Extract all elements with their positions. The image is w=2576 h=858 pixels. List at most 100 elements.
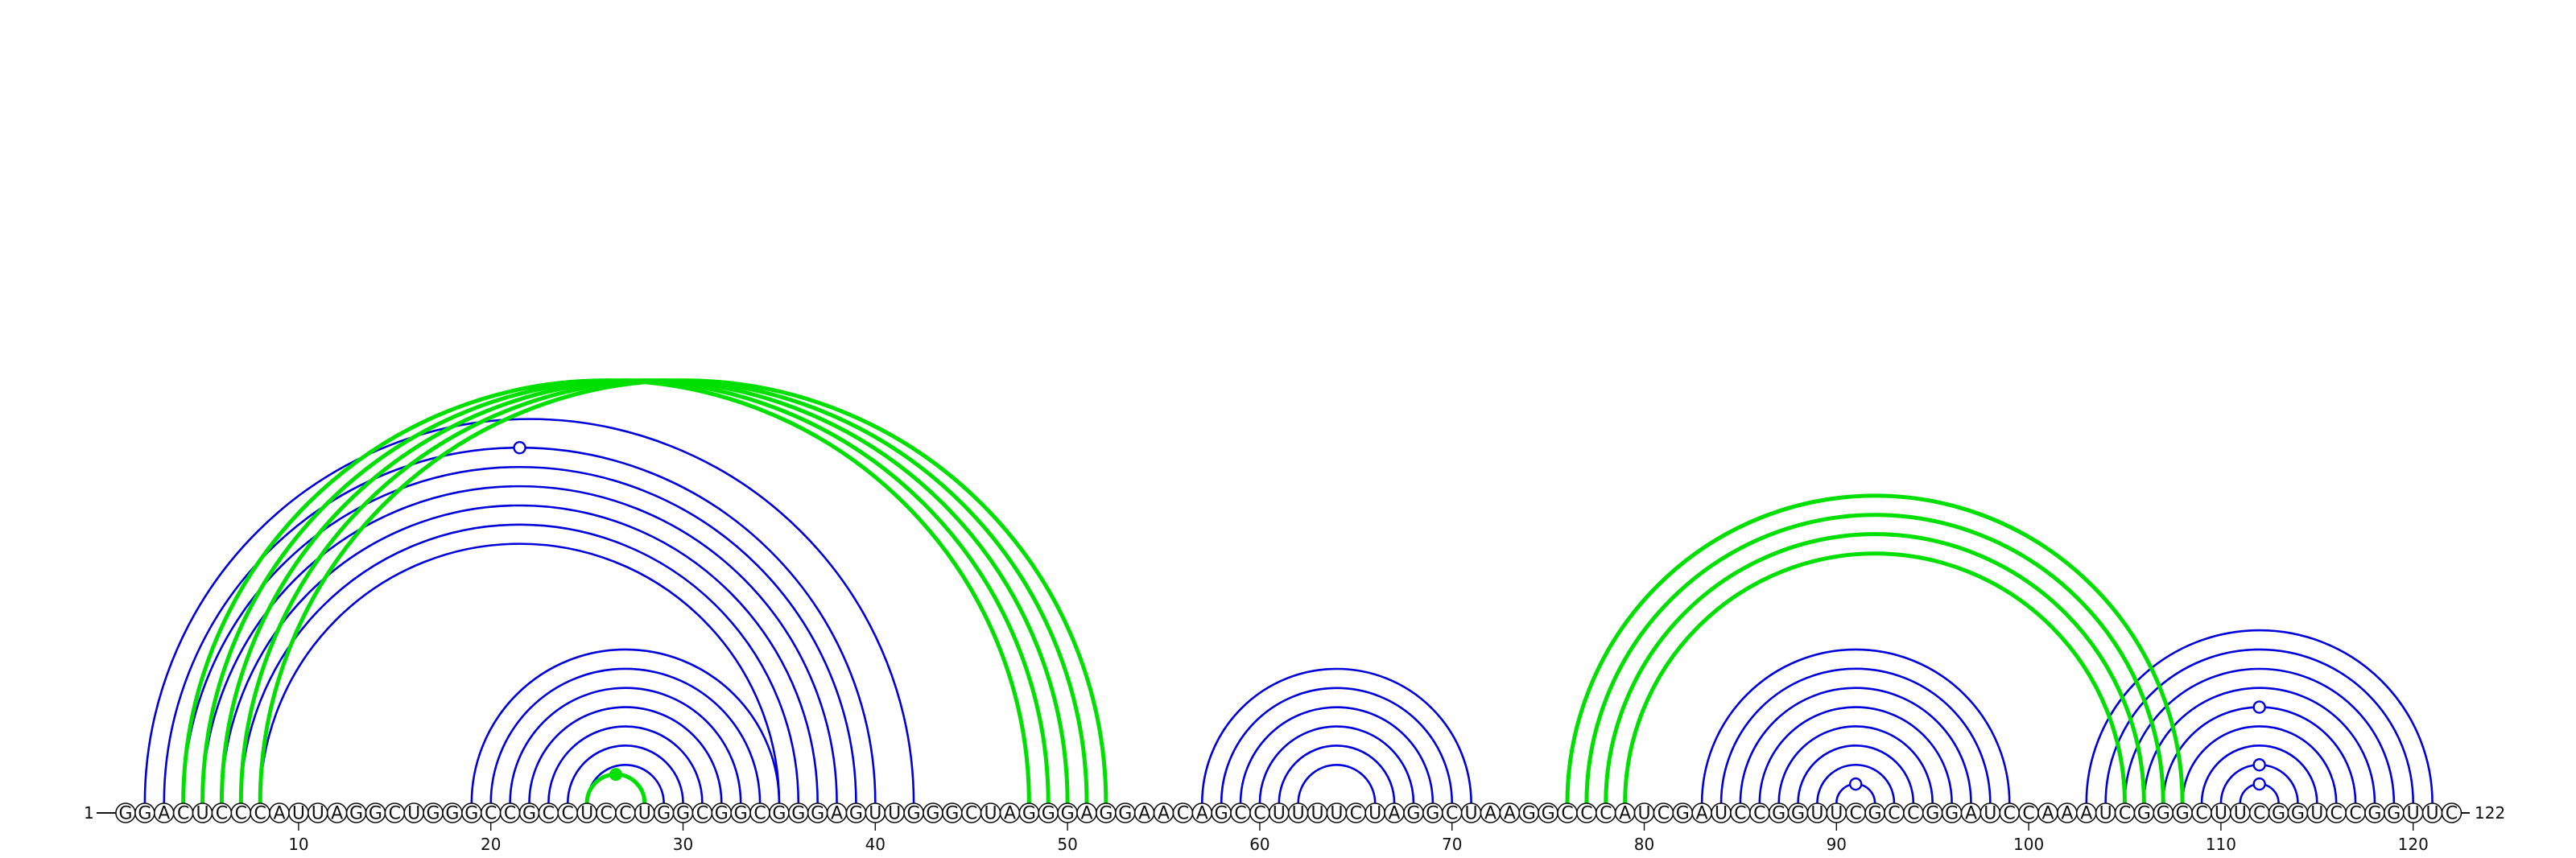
nucleotide-letter-48: G [1022, 804, 1036, 824]
tick-label-90: 90 [1827, 835, 1847, 854]
blue-marker-0 [513, 441, 526, 455]
tick-label-80: 80 [1634, 835, 1654, 854]
pair-arc-61-67 [1278, 745, 1396, 804]
nucleotide-letter-21: C [504, 804, 516, 824]
nucleotide-letter-113: G [2272, 804, 2285, 824]
nucleotide-letter-81: C [1657, 804, 1670, 824]
nucleotide-letter-82: G [1676, 804, 1690, 824]
nucleotide-letter-22: G [522, 804, 536, 824]
nucleotide-letter-26: C [600, 804, 612, 824]
nucleotide-letter-51: A [1080, 804, 1092, 824]
pair-arc-104-120 [2104, 648, 2415, 804]
nucleotide-letter-86: C [1753, 804, 1765, 824]
nucleotide-letter-79: A [1619, 804, 1631, 824]
nucleotide-letter-105: C [2119, 804, 2131, 824]
nucleotide-letter-80: U [1637, 804, 1650, 824]
pair-arc-62-66 [1297, 764, 1377, 804]
nucleotide-letter-44: G [945, 804, 959, 824]
end-label: 122 [2475, 803, 2505, 823]
nucleotide-letter-43: G [926, 804, 939, 824]
nucleotide-letter-56: C [1177, 804, 1189, 824]
pair-arc-5-38 [201, 485, 838, 804]
blue-marker-1 [1848, 777, 1863, 791]
pair-arc-57-71 [1200, 667, 1472, 804]
green-marker [609, 768, 622, 782]
pair-arc-83-99 [1700, 648, 2011, 804]
nucleotide-letter-53: G [1118, 804, 1132, 824]
nucleotide-letter-33: G [734, 804, 748, 824]
tick-label-60: 60 [1249, 835, 1269, 854]
nucleotide-letter-119: G [2387, 804, 2401, 824]
nucleotide-letter-111: U [2234, 804, 2247, 824]
pair-arc-86-96 [1758, 706, 1953, 804]
alt-pair-arc-6-50 [219, 378, 1070, 804]
pair-arc-20-34 [489, 667, 762, 804]
nucleotide-letter-8: C [254, 804, 266, 824]
nucleotide-letter-118: G [2368, 804, 2381, 824]
nucleotide-letter-35: G [772, 804, 786, 824]
start-label: 1 [84, 803, 94, 823]
pair-arc-22-32 [528, 706, 723, 804]
nucleotide-letter-27: C [619, 804, 631, 824]
nucleotide-letter-72: A [1484, 804, 1496, 824]
alt-pair-arc-79-105 [1623, 551, 2128, 804]
nucleotide-letter-94: C [1907, 804, 1919, 824]
nucleotide-letter-57: A [1196, 804, 1208, 824]
nucleotide-letter-117: C [2349, 804, 2361, 824]
nucleotide-letter-11: U [312, 804, 324, 824]
pair-arc-60-68 [1258, 725, 1415, 804]
nucleotide-letter-66: U [1368, 804, 1381, 824]
nucleotide-letter-99: C [2004, 804, 2016, 824]
nucleotide-letter-121: U [2426, 804, 2439, 824]
pair-arc-7-36 [239, 523, 800, 804]
tick-label-20: 20 [481, 835, 501, 854]
pair-arc-25-29 [585, 764, 665, 804]
tick-label-110: 110 [2206, 835, 2236, 854]
nucleotide-letter-12: A [331, 804, 343, 824]
nucleotide-letter-122: C [2446, 804, 2458, 824]
nucleotide-letter-47: A [1004, 804, 1016, 824]
blue-marker-4 [2252, 777, 2266, 791]
nucleotide-letter-49: G [1042, 804, 1055, 824]
nucleotide-letter-29: G [657, 804, 671, 824]
nucleotide-letter-50: G [1061, 804, 1075, 824]
pair-arc-85-97 [1739, 687, 1972, 804]
pair-arc-59-69 [1239, 706, 1435, 804]
nucleotide-letter-54: A [1138, 804, 1150, 824]
nucleotide-letter-46: U [985, 804, 997, 824]
nucleotide-letter-88: G [1791, 804, 1805, 824]
blue-marker-3 [2252, 758, 2266, 772]
nucleotide-letter-6: C [216, 804, 228, 824]
nucleotide-letter-37: G [811, 804, 824, 824]
nucleotide-letter-109: C [2195, 804, 2207, 824]
blue-marker-2 [2252, 700, 2266, 714]
nucleotide-letter-1: G [118, 804, 132, 824]
nucleotide-letter-64: U [1330, 804, 1343, 824]
nucleotide-letter-102: A [2061, 804, 2073, 824]
nucleotide-letter-36: G [791, 804, 805, 824]
nucleotide-letter-13: G [349, 804, 363, 824]
nucleotide-letter-83: A [1696, 804, 1708, 824]
pair-arc-103-121 [2085, 629, 2434, 804]
blue-arc-group [143, 418, 2434, 804]
alt-pair-arc-8-52 [258, 378, 1108, 804]
nucleotide-letter-116: C [2330, 804, 2343, 824]
pair-arc-109-115 [2200, 745, 2318, 804]
nucleotide-letter-4: C [177, 804, 189, 824]
nucleotide-letter-39: G [849, 804, 863, 824]
nucleotide-letter-25: U [580, 804, 593, 824]
nucleotide-letter-32: G [715, 804, 729, 824]
nucleotide-letter-89: U [1810, 804, 1823, 824]
tick-label-30: 30 [673, 835, 693, 854]
nucleotide-letter-92: G [1868, 804, 1882, 824]
pair-arc-108-116 [2181, 725, 2338, 804]
nucleotide-letter-40: U [869, 804, 881, 824]
nucleotide-letter-2: G [138, 804, 151, 824]
pair-arc-105-119 [2124, 667, 2396, 804]
alt-pair-arc-77-107 [1584, 513, 2165, 804]
nucleotide-letter-101: A [2041, 804, 2054, 824]
tick-label-120: 120 [2398, 835, 2429, 854]
pair-arc-6-37 [221, 504, 819, 804]
nucleotide-letter-17: G [427, 804, 440, 824]
